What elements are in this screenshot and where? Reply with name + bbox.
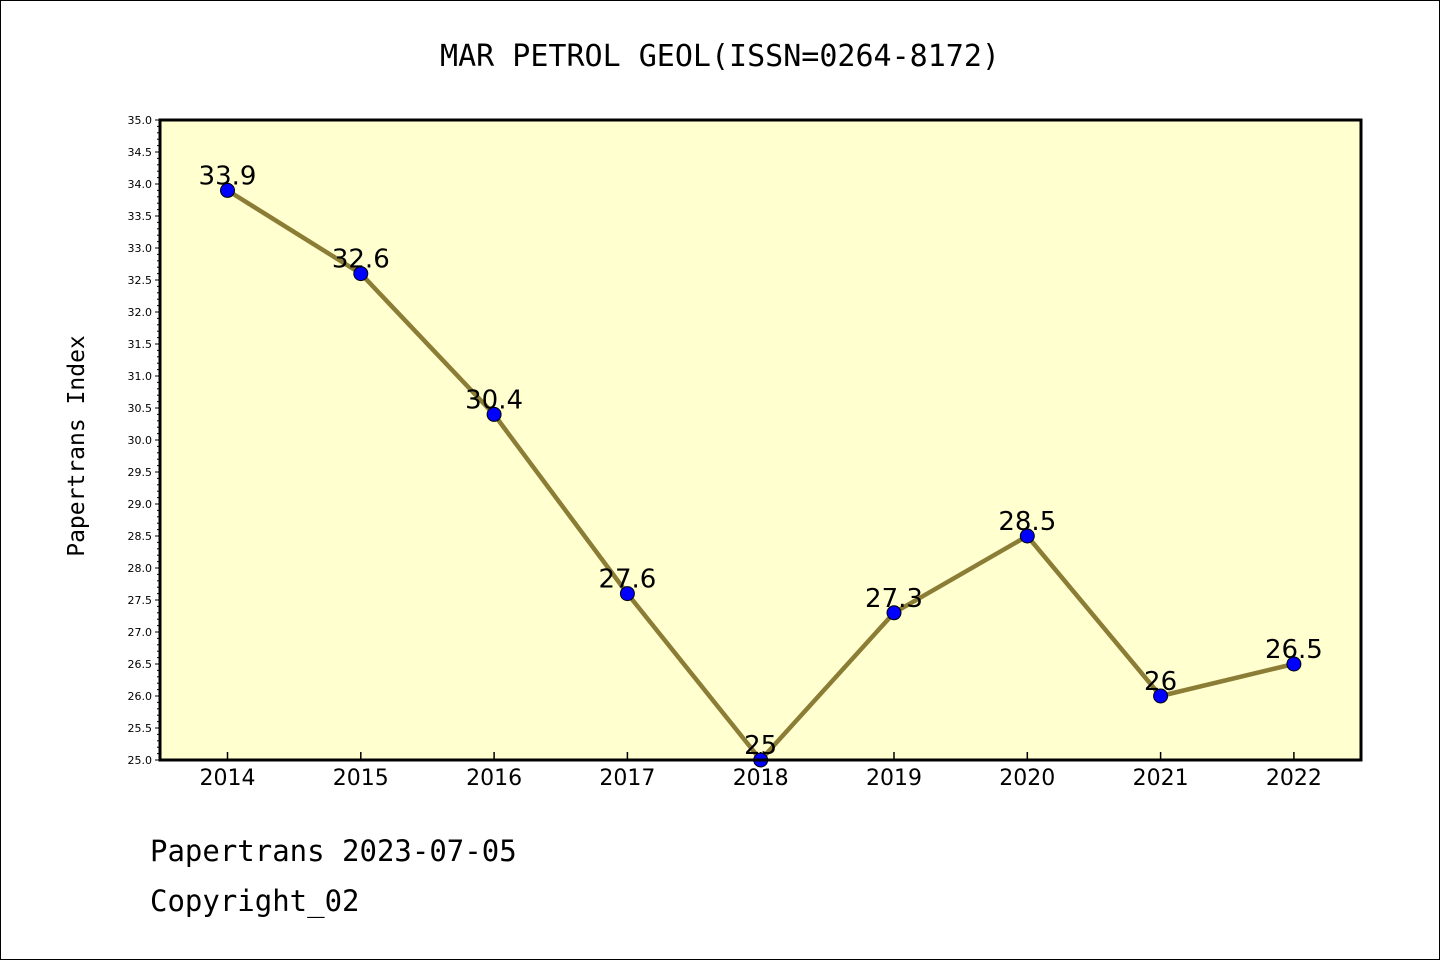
y-tick-label: 25.0 [128,754,153,767]
y-tick-label: 32.5 [128,274,153,287]
y-tick-label: 29.5 [128,466,153,479]
x-tick-label: 2021 [1133,766,1189,791]
chart-title: MAR PETROL GEOL(ISSN=0264-8172) [440,39,1000,74]
data-point-marker [1019,528,1035,544]
data-label: 28.5 [998,507,1056,537]
y-tick-label: 31.5 [128,338,153,351]
footer-copyright: Copyright_02 [150,884,360,918]
y-tick-label: 31.0 [128,370,153,383]
y-tick-label: 35.0 [128,114,153,127]
data-point-marker [1286,656,1302,672]
y-axis-label: Papertrans Index [64,335,90,557]
y-tick-label: 28.0 [128,562,153,575]
footer-date: Papertrans 2023-07-05 [150,834,517,868]
y-tick-label: 28.5 [128,530,153,543]
x-tick-label: 2020 [999,766,1055,791]
data-point-marker [353,266,369,282]
y-tick-label: 30.0 [128,434,153,447]
y-tick-label: 27.5 [128,594,153,607]
y-tick-label: 29.0 [128,498,153,511]
y-tick-label: 32.0 [128,306,153,319]
x-axis: 2014 2015 2016 2017 2018 2019 2020 2021 2022 [200,752,1322,791]
y-tick-label: 33.5 [128,210,153,223]
data-label: 26 [1144,667,1177,697]
data-point-marker [1153,688,1169,704]
data-point-marker [220,182,235,198]
x-tick-label: 2019 [866,766,922,791]
y-tick-label: 25.5 [128,722,153,735]
y-tick-label: 27.0 [128,626,153,639]
data-point-marker [619,586,635,602]
plot-area [160,120,1361,760]
plot-border [158,118,1363,762]
x-tick-label: 2017 [599,766,655,791]
x-tick-label: 2016 [466,766,522,791]
data-label: 26.5 [1265,635,1323,665]
data-label: 27.6 [598,565,656,595]
x-tick-label: 2022 [1266,766,1322,791]
x-tick-label: 2018 [733,766,789,791]
y-tick-label: 26.0 [128,690,153,703]
y-axis: 25.0 25.5 26.0 26.5 27.0 27.5 28.0 28.5 29.0 29.5… [128,114,160,767]
y-tick-label: 26.5 [128,658,153,671]
x-tick-label: 2015 [333,766,389,791]
y-tick-label: 34.5 [128,146,153,159]
data-label: 32.6 [332,245,390,275]
data-label: 30.4 [465,385,523,415]
y-tick-label: 30.5 [128,402,153,415]
x-tick-label: 2014 [200,766,256,791]
data-label: 33.9 [199,161,257,191]
y-tick-label: 34.0 [128,178,153,191]
y-tick-label: 33.0 [128,242,153,255]
data-point-marker [886,605,902,621]
data-label: 27.3 [865,584,923,614]
data-point-marker [486,406,502,422]
data-label: 25 [744,731,777,761]
